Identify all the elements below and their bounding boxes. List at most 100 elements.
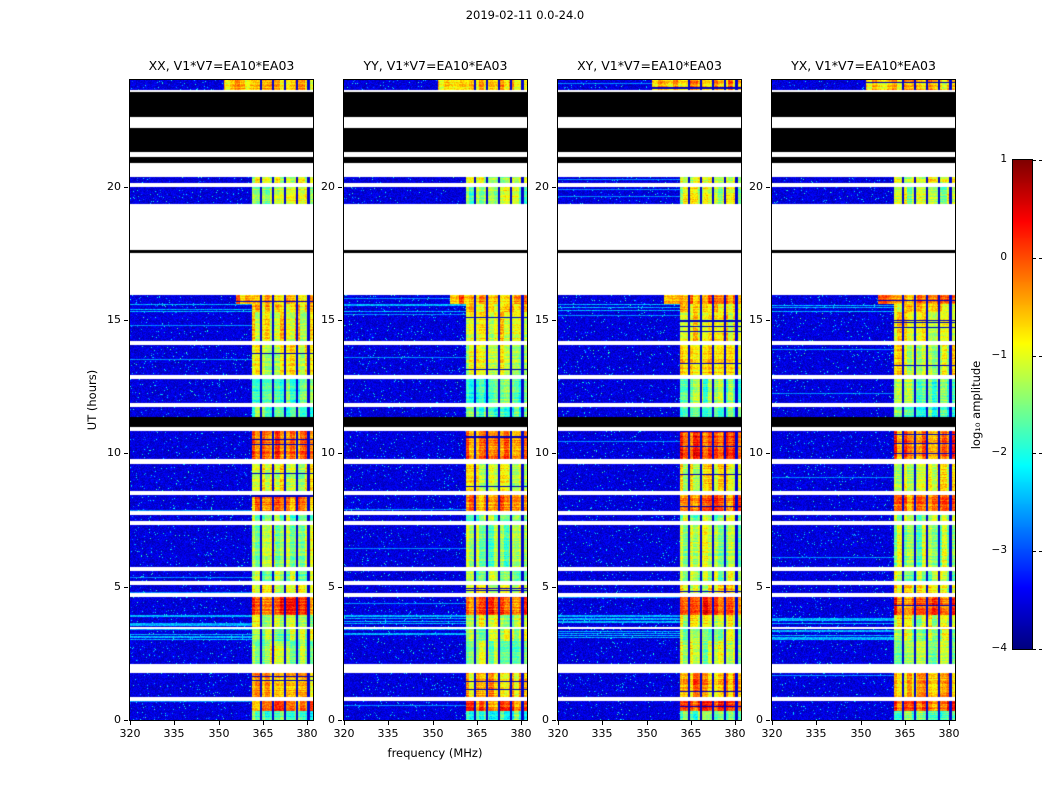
- figure-title: 2019-02-11 0.0-24.0: [465, 8, 585, 22]
- x-axis-label: frequency (MHz): [387, 746, 483, 760]
- y-tick-mark: [552, 587, 556, 588]
- y-tick-label: 20: [107, 180, 121, 193]
- x-tick-mark: [433, 721, 434, 725]
- y-tick-label: 0: [756, 713, 763, 726]
- x-tick-mark: [174, 721, 175, 725]
- spectrogram-plot-area: [129, 79, 314, 721]
- x-tick-label: 380: [296, 727, 318, 740]
- y-tick-label: 10: [535, 446, 549, 459]
- x-tick-label: 335: [591, 727, 613, 740]
- y-tick-label: 20: [535, 180, 549, 193]
- x-tick-label: 365: [894, 727, 916, 740]
- y-tick-mark: [766, 453, 770, 454]
- y-tick-label: 20: [321, 180, 335, 193]
- x-tick-mark: [772, 721, 773, 725]
- x-tick-label: 320: [119, 727, 141, 740]
- y-tick-mark: [338, 320, 342, 321]
- x-tick-label: 320: [761, 727, 783, 740]
- x-tick-label: 320: [547, 727, 569, 740]
- x-tick-mark: [816, 721, 817, 725]
- y-tick-label: 5: [542, 580, 549, 593]
- y-tick-mark: [124, 587, 128, 588]
- y-tick-mark: [124, 720, 128, 721]
- x-tick-mark: [219, 721, 220, 725]
- y-tick-mark: [552, 720, 556, 721]
- y-tick-mark: [552, 187, 556, 188]
- y-tick-mark: [338, 453, 342, 454]
- spectrogram-canvas: [772, 80, 955, 720]
- x-tick-label: 350: [422, 727, 444, 740]
- x-tick-label: 380: [510, 727, 532, 740]
- y-tick-mark: [338, 720, 342, 721]
- y-tick-label: 15: [749, 313, 763, 326]
- colorbar-tick-dash: [1033, 453, 1042, 454]
- spectrogram-plot-area: [557, 79, 742, 721]
- y-axis-label: UT (hours): [85, 369, 99, 431]
- x-tick-label: 335: [163, 727, 185, 740]
- colorbar-tick-dash: [1033, 551, 1042, 552]
- x-tick-mark: [602, 721, 603, 725]
- y-tick-label: 0: [114, 713, 121, 726]
- x-tick-mark: [861, 721, 862, 725]
- colorbar-tick-dash: [1033, 258, 1042, 259]
- y-tick-label: 5: [328, 580, 335, 593]
- x-tick-mark: [905, 721, 906, 725]
- x-tick-mark: [477, 721, 478, 725]
- x-tick-label: 365: [466, 727, 488, 740]
- colorbar-label: log₁₀ amplitude: [969, 360, 983, 450]
- x-tick-mark: [735, 721, 736, 725]
- x-tick-label: 380: [938, 727, 960, 740]
- colorbar-tick-label: −4: [991, 642, 1007, 654]
- x-tick-mark: [388, 721, 389, 725]
- y-tick-mark: [338, 587, 342, 588]
- y-tick-label: 10: [321, 446, 335, 459]
- y-tick-label: 5: [114, 580, 121, 593]
- colorbar-tick-dash: [1033, 649, 1042, 650]
- y-tick-label: 0: [542, 713, 549, 726]
- spectrogram-canvas: [558, 80, 741, 720]
- spectrogram-plot-area: [343, 79, 528, 721]
- y-tick-label: 0: [328, 713, 335, 726]
- x-tick-label: 365: [680, 727, 702, 740]
- x-tick-mark: [647, 721, 648, 725]
- panel-title: XY, V1*V7=EA10*EA03: [577, 58, 722, 73]
- spectrogram-canvas: [344, 80, 527, 720]
- x-tick-label: 350: [850, 727, 872, 740]
- colorbar-tick-label: 0: [1000, 251, 1007, 263]
- colorbar-tick-dash: [1033, 356, 1042, 357]
- colorbar-frame: [1012, 159, 1033, 650]
- y-tick-mark: [766, 720, 770, 721]
- x-tick-label: 320: [333, 727, 355, 740]
- panel-title: XX, V1*V7=EA10*EA03: [148, 58, 295, 73]
- y-tick-mark: [766, 187, 770, 188]
- panel-title: YY, V1*V7=EA10*EA03: [363, 58, 508, 73]
- colorbar-tick-dash: [1033, 160, 1042, 161]
- y-tick-label: 10: [749, 446, 763, 459]
- x-tick-label: 365: [252, 727, 274, 740]
- colorbar-tick-label: 1: [1000, 153, 1007, 165]
- x-tick-mark: [521, 721, 522, 725]
- colorbar-tick-label: −3: [991, 544, 1007, 556]
- y-tick-mark: [124, 453, 128, 454]
- x-tick-label: 380: [724, 727, 746, 740]
- colorbar-gradient: [1013, 160, 1032, 649]
- x-tick-label: 335: [377, 727, 399, 740]
- y-tick-label: 20: [749, 180, 763, 193]
- x-tick-mark: [558, 721, 559, 725]
- y-tick-mark: [766, 320, 770, 321]
- x-tick-mark: [344, 721, 345, 725]
- x-tick-mark: [691, 721, 692, 725]
- colorbar-tick-label: −1: [991, 349, 1007, 361]
- y-tick-mark: [124, 320, 128, 321]
- spectrogram-plot-area: [771, 79, 956, 721]
- y-tick-mark: [552, 320, 556, 321]
- x-tick-mark: [130, 721, 131, 725]
- y-tick-mark: [552, 453, 556, 454]
- y-tick-label: 15: [535, 313, 549, 326]
- y-tick-mark: [766, 587, 770, 588]
- y-tick-label: 15: [107, 313, 121, 326]
- x-tick-label: 335: [805, 727, 827, 740]
- x-tick-label: 350: [636, 727, 658, 740]
- x-tick-label: 350: [208, 727, 230, 740]
- x-tick-mark: [263, 721, 264, 725]
